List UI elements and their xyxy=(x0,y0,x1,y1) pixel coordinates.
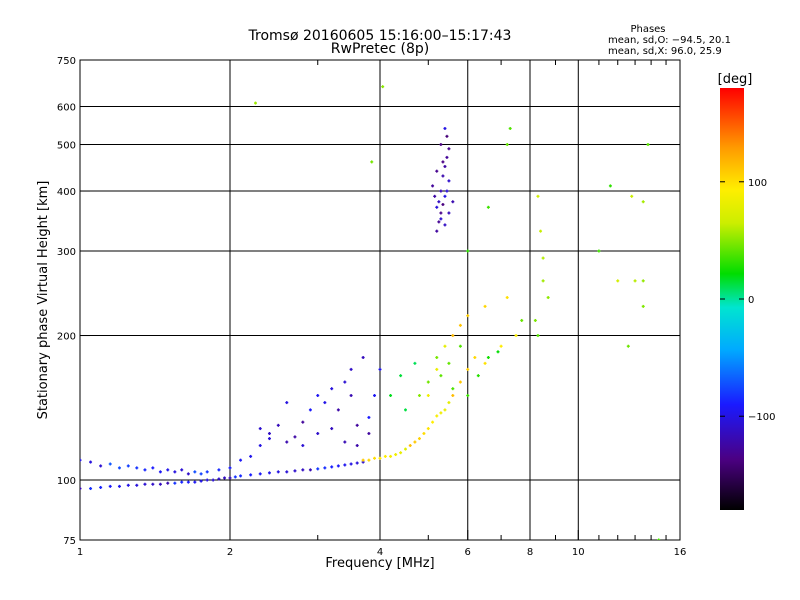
x-tick-label: 1 xyxy=(77,547,83,558)
colorbar-tick-label: −100 xyxy=(748,412,775,423)
y-tick-label: 75 xyxy=(63,536,76,547)
phase-info-x-mode: mean, sd,X: 96.0, 25.9 xyxy=(608,46,722,57)
y-tick-label: 400 xyxy=(57,187,76,198)
x-tick-label: 16 xyxy=(674,547,687,558)
y-tick-labels: 75 100 200 300 400 500 600 750 xyxy=(57,56,76,547)
y-tick-label: 100 xyxy=(57,476,76,487)
x-tick-label: 10 xyxy=(572,547,585,558)
x-tick-label: 8 xyxy=(527,547,533,558)
x-axis-label: Frequency [MHz] xyxy=(325,556,434,571)
x-tick-label: 2 xyxy=(227,547,233,558)
x-tick-label: 4 xyxy=(377,547,383,558)
grid xyxy=(80,60,680,540)
x-tick-labels: 1 2 4 6 8 10 16 xyxy=(77,547,687,558)
y-tick-label: 300 xyxy=(57,247,76,258)
x-tick-label: 6 xyxy=(465,547,471,558)
data-points xyxy=(80,85,661,540)
y-tick-label: 600 xyxy=(57,103,76,114)
y-axis-label: Stationary phase Virtual Height [km] xyxy=(36,181,51,420)
chart-subtitle: RwPretec (8p) xyxy=(331,41,429,57)
y-tick-label: 500 xyxy=(57,141,76,152)
axis-ticks xyxy=(79,59,681,541)
colorbar-tick-label: 0 xyxy=(748,295,754,306)
colorbar-label: [deg] xyxy=(718,72,753,87)
y-tick-label: 200 xyxy=(57,332,76,343)
chart-title: Tromsø 20160605 15:16:00–15:17:43 xyxy=(248,28,512,44)
y-tick-label: 750 xyxy=(57,56,76,67)
colorbar-tick-label: 100 xyxy=(748,178,767,189)
phase-info-title: Phases xyxy=(630,24,665,35)
colorbar-ticks: 100 0 −100 xyxy=(720,178,775,423)
phase-info-o-mode: mean, sd,O: −94.5, 20.1 xyxy=(608,35,731,46)
